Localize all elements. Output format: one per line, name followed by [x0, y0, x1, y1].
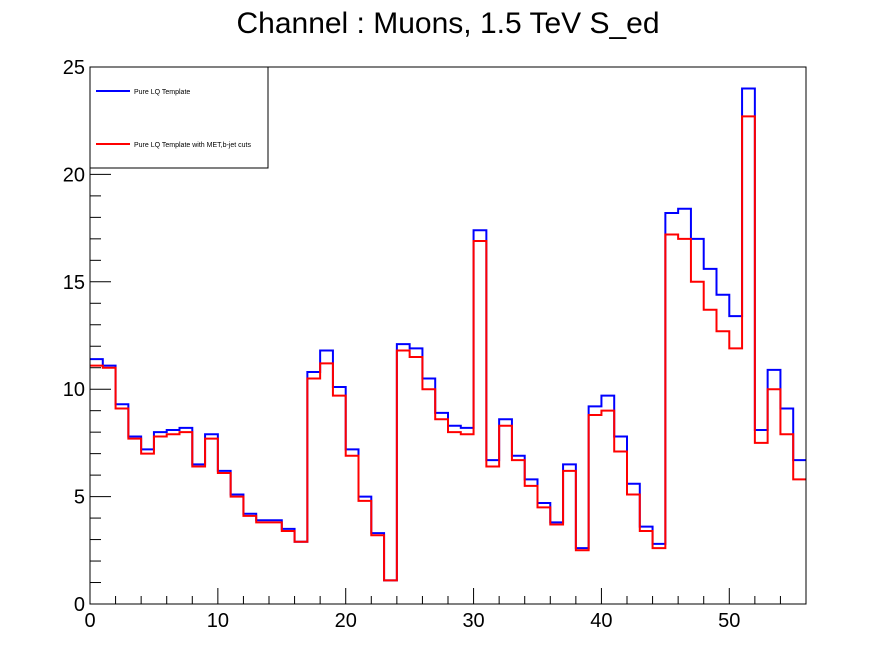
legend: Pure LQ Template Pure LQ Template with M… — [89, 66, 269, 169]
x-tick-label-3: 30 — [462, 610, 484, 632]
x-tick-label-1: 10 — [207, 610, 229, 632]
y-tick-label-5: 25 — [63, 57, 85, 79]
axis-layer: 0 10 20 30 40 50 0 5 10 15 20 25 — [63, 57, 781, 632]
series-line-1 — [90, 115, 806, 582]
x-tick-label-0: 0 — [84, 610, 95, 632]
x-tick-label-4: 40 — [590, 610, 612, 632]
legend-box — [89, 66, 269, 169]
x-tick-label-5: 50 — [718, 610, 740, 632]
y-tick-label-4: 20 — [63, 164, 85, 186]
chart-title: Channel : Muons, 1.5 TeV S_ed — [236, 7, 659, 40]
y-tick-label-0: 0 — [74, 594, 85, 616]
y-tick-label-1: 5 — [74, 487, 85, 509]
legend-label-1: Pure LQ Template with MET,b-jet cuts — [134, 142, 251, 149]
x-tick-label-2: 20 — [335, 610, 357, 632]
series-layer — [90, 87, 806, 582]
legend-label-0: Pure LQ Template — [134, 89, 190, 96]
y-tick-label-3: 15 — [63, 272, 85, 294]
y-tick-label-2: 10 — [63, 379, 85, 401]
